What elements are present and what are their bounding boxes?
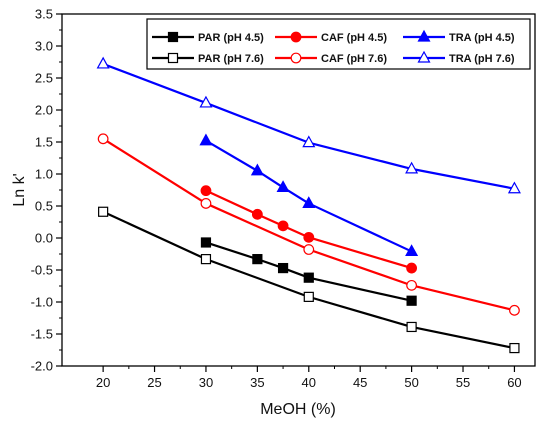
series-group (98, 206, 520, 354)
data-point (406, 262, 418, 274)
data-point (405, 244, 419, 257)
y-tick-label: -0.5 (31, 263, 53, 278)
data-point (200, 198, 212, 209)
legend-item: TRA (pH 4.5) (403, 29, 515, 44)
data-point (200, 185, 212, 197)
data-point (200, 237, 212, 248)
y-tick-label: -1.5 (31, 327, 53, 342)
data-point (406, 321, 417, 333)
legend-item: PAR (pH 7.6) (152, 52, 264, 65)
x-axis: 20 25 30 35 40 45 50 55 60 (96, 366, 522, 390)
data-point (303, 272, 314, 283)
data-point (199, 133, 213, 146)
legend: PAR (pH 4.5) CAF (pH 4.5) TRA (pH 4.5) PAR … (146, 18, 531, 70)
legend-item: PAR (pH 4.5) (152, 31, 264, 44)
data-point (277, 220, 289, 232)
data-point (251, 208, 263, 220)
data-point (507, 181, 521, 194)
x-tick-label: 55 (456, 375, 470, 390)
data-point (250, 163, 264, 176)
legend-marker (290, 52, 302, 64)
data-point (97, 133, 109, 145)
data-point (276, 180, 290, 193)
y-tick-label: 3.0 (35, 39, 53, 54)
legend-marker (167, 52, 179, 64)
legend-item: CAF (pH 4.5) (275, 31, 387, 44)
x-tick-label: 35 (250, 375, 264, 390)
data-point (406, 279, 418, 291)
x-tick-label: 40 (302, 375, 316, 390)
y-tick-label: 0.5 (35, 199, 53, 214)
y-axis-title: Ln k' (11, 173, 28, 206)
data-point (200, 254, 212, 265)
legend-label: PAR (pH 4.5) (198, 32, 264, 44)
series-group (96, 56, 521, 194)
data-point (302, 135, 316, 148)
y-tick-label: 1.5 (35, 135, 53, 150)
y-axis: -2.0 -1.5 -1.0 -0.5 0.0 0.5 1.0 1.5 2.0 2.5 3.0 3.5 (31, 7, 62, 374)
legend-label: TRA (pH 7.6) (449, 53, 515, 65)
legend-items: PAR (pH 4.5) CAF (pH 4.5) TRA (pH 4.5) PAR … (152, 29, 515, 65)
data-point (302, 196, 316, 209)
series-layer (96, 56, 521, 354)
legend-marker (417, 29, 431, 42)
series-group (199, 133, 419, 257)
legend-label: TRA (pH 4.5) (449, 32, 515, 44)
x-tick-label: 45 (353, 375, 367, 390)
data-point (199, 95, 213, 108)
y-tick-label: 1.0 (35, 167, 53, 182)
x-tick-label: 50 (404, 375, 418, 390)
series-group (97, 133, 520, 316)
data-point (252, 254, 263, 265)
x-tick-label: 30 (199, 375, 213, 390)
legend-label: CAF (pH 4.5) (321, 32, 387, 44)
y-tick-label: 0.0 (35, 231, 53, 246)
legend-item: CAF (pH 7.6) (275, 52, 387, 65)
data-point (98, 206, 109, 217)
legend-item: TRA (pH 7.6) (403, 50, 515, 65)
legend-label: PAR (pH 7.6) (198, 53, 264, 65)
data-point (509, 304, 520, 316)
legend-box (146, 18, 531, 70)
data-point (509, 342, 520, 354)
series-group (200, 237, 417, 306)
y-tick-label: -2.0 (31, 359, 53, 374)
data-point (96, 56, 110, 69)
legend-marker (167, 31, 179, 43)
y-tick-label: 2.5 (35, 71, 53, 86)
data-point (405, 161, 419, 174)
x-tick-label: 25 (147, 375, 161, 390)
data-point (303, 291, 314, 302)
x-axis-title: MeOH (%) (260, 401, 336, 418)
y-tick-label: 2.0 (35, 103, 53, 118)
y-tick-label: 3.5 (35, 7, 53, 22)
legend-marker (290, 31, 302, 43)
data-point (277, 262, 289, 274)
data-point (303, 231, 315, 243)
series-line (102, 137, 515, 312)
legend-marker (417, 50, 431, 63)
data-point (406, 295, 417, 306)
series-group (200, 185, 418, 274)
data-point (303, 244, 315, 255)
series-line (102, 62, 515, 190)
x-tick-label: 60 (507, 375, 521, 390)
y-tick-label: -1.0 (31, 295, 53, 310)
x-tick-label: 20 (96, 375, 110, 390)
legend-label: CAF (pH 7.6) (321, 53, 387, 65)
